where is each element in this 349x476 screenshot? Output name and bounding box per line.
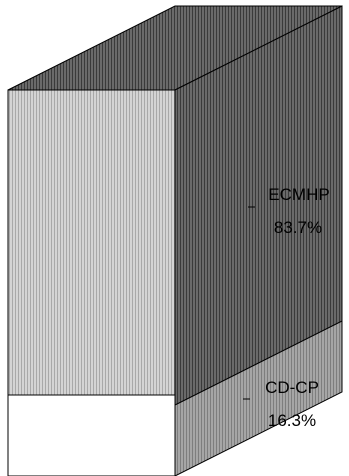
bar-segment-ecmhp-front bbox=[7, 89, 176, 396]
data-label-cdcp-value: 16.3% bbox=[268, 411, 316, 430]
data-label-ecmhp-name: ECMHP bbox=[268, 185, 329, 204]
bar-segment-cdcp-front bbox=[7, 394, 176, 476]
data-label-cdcp-name: CD-CP bbox=[265, 378, 319, 397]
bar-segment-cdcp-side bbox=[174, 320, 343, 476]
data-label-ecmhp-value: 83.7% bbox=[274, 218, 322, 237]
